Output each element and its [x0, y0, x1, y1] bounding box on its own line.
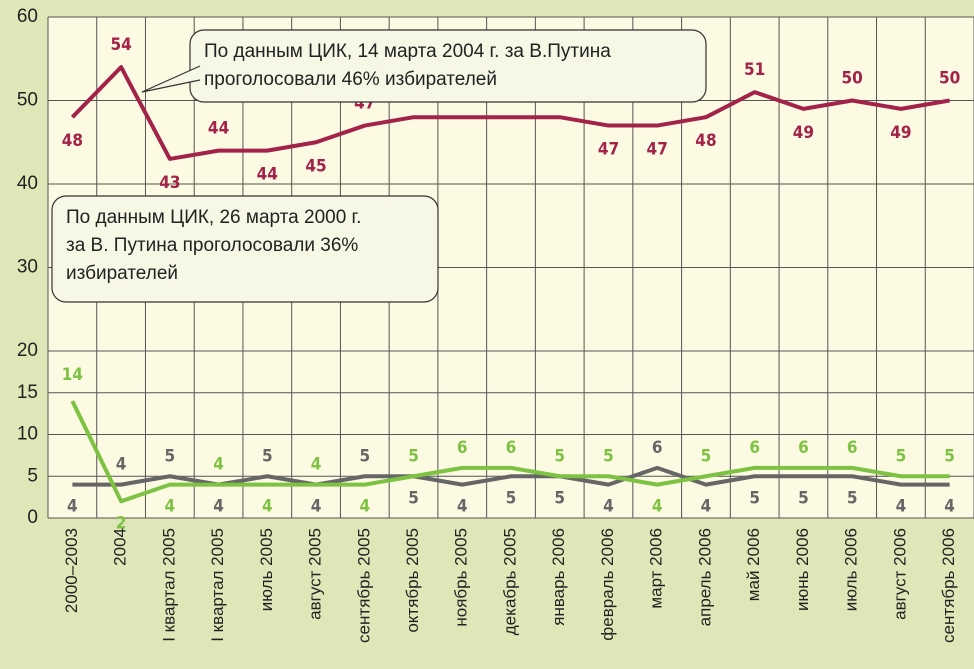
data-label: 4 — [652, 497, 663, 517]
data-label: 6 — [798, 438, 809, 458]
annotation: проголосовали 46% избирателей — [204, 69, 497, 90]
data-label: 4 — [311, 497, 322, 517]
data-label: 2 — [116, 513, 127, 533]
data-label: 4 — [213, 455, 224, 475]
x-tick-label: май 2006 — [744, 528, 763, 601]
y-tick-label: 30 — [17, 257, 38, 278]
data-label: 45 — [305, 156, 326, 176]
data-label: 5 — [554, 446, 565, 466]
data-label: 49 — [793, 123, 814, 143]
x-tick-label: апрель 2006 — [695, 528, 714, 626]
data-label: 47 — [647, 140, 668, 160]
y-tick-label: 20 — [17, 340, 38, 361]
y-tick-label: 5 — [27, 465, 38, 486]
x-tick-label: июль 2005 — [257, 528, 276, 611]
data-label: 54 — [110, 35, 131, 55]
data-label: 44 — [257, 165, 278, 185]
x-tick-label: август 2005 — [306, 528, 325, 620]
x-tick-label: март 2006 — [647, 528, 666, 609]
x-tick-label: декабрь 2005 — [500, 528, 519, 635]
data-label: 47 — [598, 140, 619, 160]
x-tick-label: 2004 — [111, 528, 130, 566]
callout-box — [51, 195, 439, 303]
y-tick-label: 0 — [27, 507, 38, 528]
data-label: 5 — [554, 488, 565, 508]
y-tick-label: 60 — [17, 6, 38, 27]
x-tick-label: октябрь 2005 — [403, 528, 422, 633]
x-tick-label: июнь 2006 — [793, 528, 812, 611]
data-label: 4 — [165, 497, 176, 517]
data-label: 5 — [359, 446, 370, 466]
data-label: 5 — [408, 446, 419, 466]
data-label: 4 — [67, 497, 78, 517]
x-tick-label: январь 2006 — [549, 528, 568, 626]
data-label: 44 — [208, 119, 229, 139]
y-tick-label: 15 — [17, 382, 38, 403]
data-label: 4 — [603, 497, 614, 517]
data-label: 6 — [749, 438, 760, 458]
x-tick-label: февраль 2006 — [598, 528, 617, 641]
x-tick-label: I квартал 2005 — [208, 528, 227, 642]
data-label: 6 — [652, 438, 663, 458]
annotation: По данным ЦИК, 26 марта 2000 г. — [66, 207, 361, 228]
data-label: 4 — [896, 497, 907, 517]
data-label: 50 — [939, 69, 960, 89]
annotation: По данным ЦИК, 14 марта 2004 г. за В.Пут… — [204, 41, 611, 62]
x-tick-label: 2000–2003 — [62, 528, 81, 613]
data-label: 6 — [457, 438, 468, 458]
data-label: 4 — [116, 455, 127, 475]
x-tick-label: сентябрь 2006 — [939, 528, 958, 643]
data-label: 51 — [744, 60, 765, 80]
x-tick-label: июль 2006 — [842, 528, 861, 611]
x-tick-label: I квартал 2005 — [159, 528, 178, 642]
data-label: 5 — [944, 446, 955, 466]
y-tick-label: 40 — [17, 173, 38, 194]
data-label: 5 — [603, 446, 614, 466]
data-label: 5 — [847, 488, 858, 508]
annotation: избирателей — [66, 263, 178, 284]
data-label: 4 — [359, 497, 370, 517]
data-label: 4 — [944, 497, 955, 517]
series-line — [70, 65, 950, 161]
data-label: 50 — [842, 69, 863, 89]
data-label: 43 — [159, 173, 180, 193]
data-label: 14 — [62, 365, 83, 385]
data-label: 5 — [749, 488, 760, 508]
data-label: 6 — [506, 438, 517, 458]
data-label: 5 — [408, 488, 419, 508]
data-label: 4 — [262, 497, 273, 517]
data-label: 4 — [701, 497, 712, 517]
data-label: 48 — [62, 131, 83, 151]
y-tick-label: 10 — [17, 424, 38, 445]
data-label: 5 — [506, 488, 517, 508]
data-label: 5 — [262, 446, 273, 466]
x-tick-label: сентябрь 2005 — [354, 528, 373, 643]
data-label: 5 — [798, 488, 809, 508]
callout-box — [189, 29, 707, 103]
data-label: 6 — [847, 438, 858, 458]
x-tick-label: август 2006 — [890, 528, 909, 620]
data-label: 4 — [213, 497, 224, 517]
data-label: 5 — [896, 446, 907, 466]
data-label: 4 — [311, 455, 322, 475]
data-label: 48 — [695, 131, 716, 151]
annotation: за В. Путина проголосовали 36% — [66, 235, 358, 256]
x-tick-label: ноябрь 2005 — [452, 528, 471, 627]
series-line — [70, 400, 950, 504]
callout-tail — [141, 65, 201, 93]
y-tick-label: 50 — [17, 90, 38, 111]
data-label: 4 — [457, 497, 468, 517]
data-label: 5 — [165, 446, 176, 466]
data-label: 5 — [701, 446, 712, 466]
data-label: 49 — [890, 123, 911, 143]
